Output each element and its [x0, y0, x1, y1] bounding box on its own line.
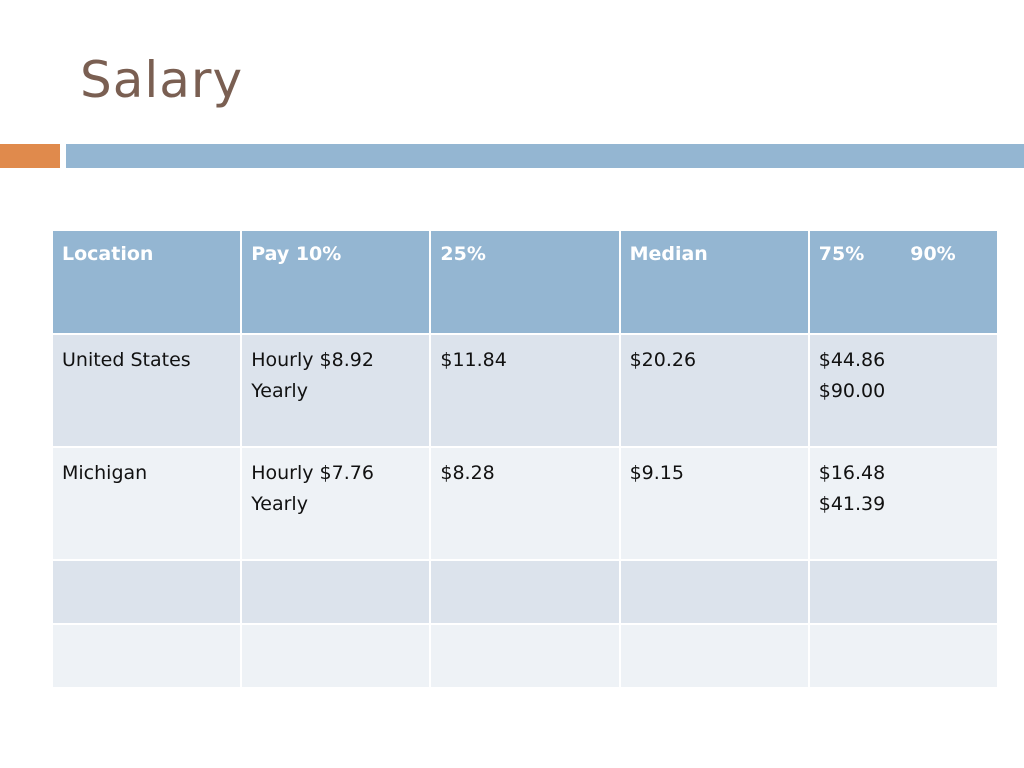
table-row-empty [50, 559, 1000, 625]
header-25: 25% [429, 229, 621, 335]
cell-75-90: $44.86 $90.00 [807, 333, 1000, 448]
empty-cell [50, 559, 243, 625]
accent-bar-blue [66, 144, 1024, 168]
header-pay-10: Pay 10% [240, 229, 432, 335]
cell-90: $90.00 [818, 380, 886, 402]
empty-cell [50, 623, 243, 689]
empty-cell [807, 559, 1000, 625]
empty-cell [429, 623, 621, 689]
empty-cell [618, 623, 810, 689]
cell-median: $20.26 [618, 333, 810, 448]
cell-pay-10: Hourly $7.76 Yearly [240, 446, 432, 561]
cell-location: United States [50, 333, 243, 448]
empty-cell [429, 559, 621, 625]
cell-pay-10-hourly: Hourly $8.92 [251, 349, 374, 371]
empty-cell [807, 623, 1000, 689]
header-75-90: 75% 90% [807, 229, 1000, 335]
cell-25: $11.84 [429, 333, 621, 448]
header-median: Median [618, 229, 810, 335]
header-75: 75% [818, 243, 865, 265]
cell-pay-10-hourly: Hourly $7.76 [251, 462, 374, 484]
cell-pay-10: Hourly $8.92 Yearly [240, 333, 432, 448]
header-location: Location [50, 229, 243, 335]
table-row-empty [50, 623, 1000, 689]
cell-median: $9.15 [618, 446, 810, 561]
cell-90: $41.39 [818, 493, 886, 515]
slide-title: Salary [80, 51, 244, 109]
cell-75-90: $16.48 $41.39 [807, 446, 1000, 561]
table-row: United States Hourly $8.92 Yearly $11.84… [50, 333, 1000, 448]
cell-75: $16.48 [818, 462, 886, 484]
empty-cell [240, 623, 432, 689]
cell-location: Michigan [50, 446, 243, 561]
cell-75: $44.86 [818, 349, 886, 371]
empty-cell [618, 559, 810, 625]
empty-cell [240, 559, 432, 625]
cell-pay-10-yearly: Yearly [251, 380, 308, 402]
table-header-row: Location Pay 10% 25% Median 75% 90% [50, 229, 1000, 335]
salary-table: Location Pay 10% 25% Median 75% 90% Unite… [50, 229, 1000, 689]
cell-25: $8.28 [429, 446, 621, 561]
accent-bar-orange [0, 144, 60, 168]
cell-pay-10-yearly: Yearly [251, 493, 308, 515]
table-row: Michigan Hourly $7.76 Yearly $8.28 $9.15… [50, 446, 1000, 561]
header-90: 90% [910, 243, 956, 265]
